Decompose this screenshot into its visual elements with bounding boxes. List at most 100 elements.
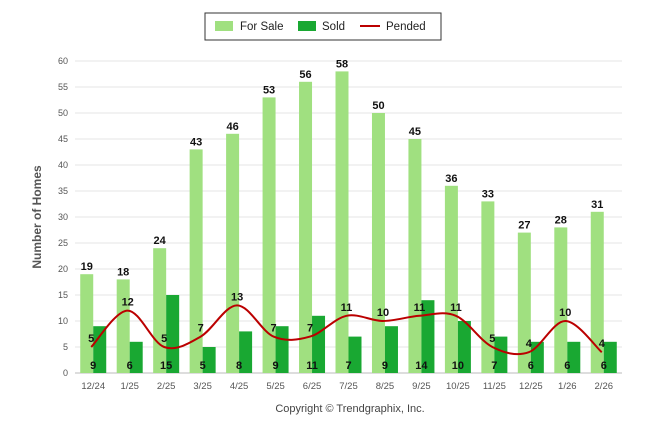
y-tick-label: 10 bbox=[58, 316, 68, 326]
data-label-pended: 5 bbox=[161, 333, 167, 345]
bar-sold bbox=[93, 326, 107, 373]
bar-for-sale bbox=[226, 133, 240, 373]
legend-label-for-sale: For Sale bbox=[240, 21, 283, 33]
bar-for-sale bbox=[590, 211, 604, 373]
bar-sold bbox=[384, 326, 398, 373]
data-label-pended: 10 bbox=[377, 307, 389, 319]
data-label-for-sale: 43 bbox=[190, 136, 202, 148]
data-label-for-sale: 56 bbox=[299, 69, 311, 81]
x-tick-label: 12/24 bbox=[81, 381, 105, 392]
data-label-pended: 7 bbox=[271, 323, 277, 335]
data-label-for-sale: 18 bbox=[117, 266, 129, 278]
y-tick-label: 5 bbox=[63, 342, 68, 352]
legend-label-pended: Pended bbox=[386, 21, 426, 33]
bar-for-sale bbox=[116, 279, 130, 373]
data-label-sold: 14 bbox=[415, 360, 428, 372]
y-tick-label: 50 bbox=[58, 108, 68, 118]
bar-sold bbox=[457, 321, 471, 373]
bar-for-sale bbox=[189, 149, 203, 373]
bar-sold bbox=[603, 341, 617, 373]
data-label-sold: 7 bbox=[345, 360, 351, 372]
data-label-pended: 5 bbox=[489, 333, 495, 345]
data-label-pended: 4 bbox=[526, 338, 533, 350]
bar-sold bbox=[202, 347, 216, 373]
data-label-for-sale: 27 bbox=[518, 220, 530, 232]
data-label-for-sale: 45 bbox=[409, 126, 421, 138]
bar-for-sale bbox=[335, 71, 349, 374]
bar-sold bbox=[494, 336, 508, 373]
y-tick-label: 0 bbox=[63, 368, 68, 378]
x-tick-label: 12/25 bbox=[519, 381, 543, 392]
copyright: Copyright © Trendgraphix, Inc. bbox=[275, 403, 424, 415]
bar-sold bbox=[421, 300, 435, 373]
bar-for-sale bbox=[517, 232, 531, 373]
data-label-pended: 7 bbox=[307, 323, 313, 335]
bar-for-sale bbox=[371, 113, 385, 373]
data-label-for-sale: 58 bbox=[336, 58, 348, 70]
data-label-pended: 12 bbox=[122, 297, 134, 309]
bars bbox=[80, 71, 617, 374]
y-tick-label: 15 bbox=[58, 290, 68, 300]
data-label-for-sale: 19 bbox=[81, 261, 93, 273]
data-label-sold: 6 bbox=[127, 360, 133, 372]
data-label-sold: 15 bbox=[160, 360, 172, 372]
data-label-sold: 9 bbox=[273, 360, 279, 372]
x-tick-label: 1/25 bbox=[120, 381, 139, 392]
x-tick-label: 2/26 bbox=[595, 381, 614, 392]
y-tick-label: 30 bbox=[58, 212, 68, 222]
bar-for-sale bbox=[481, 201, 495, 373]
bar-for-sale bbox=[153, 248, 167, 373]
legend-box bbox=[204, 12, 442, 41]
x-tick-label: 3/25 bbox=[193, 381, 212, 392]
data-label-for-sale: 36 bbox=[445, 173, 457, 185]
data-label-sold: 8 bbox=[236, 360, 242, 372]
x-tick-label: 8/25 bbox=[376, 381, 395, 392]
bar-for-sale bbox=[444, 185, 458, 373]
data-label-sold: 7 bbox=[491, 360, 497, 372]
bar-sold bbox=[348, 336, 362, 373]
data-label-pended: 10 bbox=[559, 307, 571, 319]
legend: For Sale Sold Pended bbox=[204, 12, 442, 41]
data-label-pended: 11 bbox=[450, 302, 462, 314]
x-tick-label: 2/25 bbox=[157, 381, 176, 392]
y-tick-label: 20 bbox=[58, 264, 68, 274]
data-label-pended: 5 bbox=[88, 333, 94, 345]
data-label-pended: 7 bbox=[198, 323, 204, 335]
x-tick-label: 4/25 bbox=[230, 381, 249, 392]
y-tick-label: 45 bbox=[58, 134, 68, 144]
pended-series-line bbox=[90, 304, 603, 356]
y-tick-label: 25 bbox=[58, 238, 68, 248]
y-axis-label: Number of Homes bbox=[30, 165, 44, 269]
data-label-sold: 6 bbox=[601, 360, 607, 372]
legend-swatch-for-sale bbox=[215, 21, 233, 31]
data-label-pended: 11 bbox=[414, 302, 426, 314]
bar-for-sale bbox=[408, 139, 422, 373]
data-label-sold: 6 bbox=[528, 360, 534, 372]
data-label-for-sale: 46 bbox=[226, 121, 238, 133]
data-label-sold: 6 bbox=[564, 360, 570, 372]
bar-for-sale bbox=[262, 97, 276, 374]
y-tick-label: 60 bbox=[58, 56, 68, 66]
data-label-for-sale: 28 bbox=[555, 214, 567, 226]
data-label-pended: 13 bbox=[231, 291, 243, 303]
y-tick-label: 40 bbox=[58, 160, 68, 170]
pended-line bbox=[90, 304, 603, 356]
data-label-for-sale: 53 bbox=[263, 84, 275, 96]
x-tick-label: 1/26 bbox=[558, 381, 577, 392]
y-tick-label: 35 bbox=[58, 186, 68, 196]
data-label-for-sale: 50 bbox=[372, 100, 384, 112]
bar-sold bbox=[166, 295, 180, 373]
legend-swatch-sold bbox=[298, 21, 316, 31]
data-label-sold: 5 bbox=[200, 360, 206, 372]
x-tick-label: 11/25 bbox=[483, 381, 506, 392]
x-axis-ticks: 12/24 1/25 2/25 3/25 4/25 5/25 6/25 7/25 8/25 9/2… bbox=[81, 381, 613, 392]
bar-sold bbox=[567, 341, 581, 373]
data-label-sold: 9 bbox=[90, 360, 96, 372]
x-tick-label: 5/25 bbox=[266, 381, 285, 392]
data-label-pended: 11 bbox=[341, 302, 353, 314]
bar-sold bbox=[239, 331, 253, 373]
x-tick-label: 6/25 bbox=[303, 381, 322, 392]
data-label-sold: 10 bbox=[452, 360, 464, 372]
bar-for-sale bbox=[554, 227, 568, 373]
